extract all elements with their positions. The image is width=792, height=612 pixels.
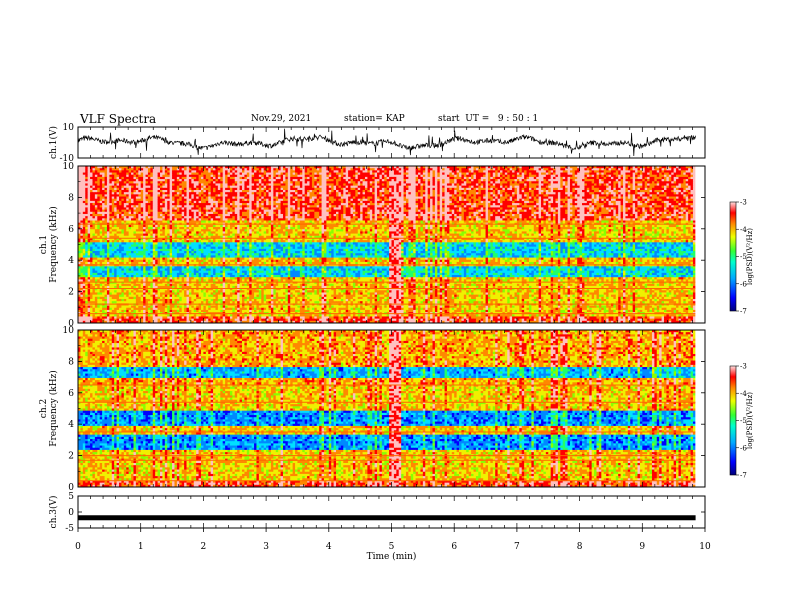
ch1-spec-colorbar-gradient xyxy=(729,201,737,312)
ch1-spec-colorbar-tick-label: -5 xyxy=(740,253,747,261)
ch1-spec-colorbar-tick-label: -4 xyxy=(740,226,747,234)
ch2-spec-colorbar-tick-label: -4 xyxy=(740,390,747,398)
ch1-waveform-line xyxy=(77,128,696,157)
time-axis-tick-label: 10 xyxy=(699,542,711,552)
ch2-spec-colorbar-tick-label: -7 xyxy=(740,472,747,480)
ch1-wave-ylabel: ch.1(V) xyxy=(48,126,59,159)
ch1-spec-colorbar-tick-label: -3 xyxy=(740,199,747,207)
ch1-spec-ytick-label: 8 xyxy=(68,193,74,203)
ch2-spec-colorbar-gradient xyxy=(729,365,737,476)
ch2-colorbar: -3 -4 -5 -6 -7 log(PSD)(V²/Hz) xyxy=(729,363,754,480)
ch1-spec-colorbar-tick-label: -7 xyxy=(740,308,747,316)
ch1-spec-ytick-label: 2 xyxy=(68,288,74,298)
ch2-spec-ytick-label: 0 xyxy=(68,483,74,493)
time-axis: 0 1 2 3 4 5 6 7 8 9 10 Time (min) xyxy=(75,528,711,562)
station-label: station= KAP xyxy=(344,114,405,124)
time-axis-tick-label: 7 xyxy=(514,542,520,552)
ch2-spec-colorbar-label: log(PSD)(V²/Hz) xyxy=(746,392,754,449)
ch2-spec-spectrogram-cells xyxy=(78,330,696,488)
panel-background xyxy=(78,496,705,528)
ch3-waveform-panel: 5 0 -5 ch.3(V) xyxy=(48,492,706,534)
time-axis-tick-label: 1 xyxy=(138,542,144,552)
ch1-spectrogram-panel: 0 2 4 6 8 10 Frequency (kHz)ch.1 xyxy=(39,162,706,329)
time-axis-tick-label: 8 xyxy=(577,542,583,552)
ch2-spec-ytick-label: 10 xyxy=(63,326,75,336)
chart-title: VLF Spectra xyxy=(80,112,156,126)
ch3-wave-ytick-label: 0 xyxy=(68,508,74,518)
ch3-waveform-band xyxy=(78,515,696,521)
ch2-spectrogram-panel: 0 2 4 6 8 10 Frequency (kHz)ch.2 xyxy=(39,326,706,493)
ch2-spec-colorbar-tick-label: -3 xyxy=(740,363,747,371)
ch1-spec-empty-tail xyxy=(695,166,705,323)
ch2-spec-ytick-label: 2 xyxy=(68,452,74,462)
ch1-spec-colorbar-tick-label: -6 xyxy=(740,280,747,288)
ch1-spec-spectrogram-cells xyxy=(78,166,696,324)
ch2-spec-ytick-label: 8 xyxy=(68,357,74,367)
time-axis-tick-label: 5 xyxy=(389,542,395,552)
ch2-spec-ylabel: Frequency (kHz) xyxy=(48,370,59,447)
time-axis-tick-label: 2 xyxy=(201,542,207,552)
ch2-spec-colorbar-tick-label: -5 xyxy=(740,417,747,425)
ch2-spec-ytick-label: 4 xyxy=(68,420,74,430)
ch1-spec-ytick-label: 6 xyxy=(68,225,74,235)
ch2-spec-colorbar-tick-label: -6 xyxy=(740,444,747,452)
time-axis-label: Time (min) xyxy=(367,551,417,562)
start-time-label: start UT = 9 : 50 : 1 xyxy=(438,114,538,124)
ch3-wave-ytick-label: 5 xyxy=(68,492,74,502)
time-axis-tick-label: 0 xyxy=(75,542,81,552)
time-axis-tick-label: 9 xyxy=(639,542,645,552)
ch3-wave-ylabel: ch.3(V) xyxy=(48,496,59,529)
ch1-spec-colorbar-label: log(PSD)(V²/Hz) xyxy=(746,228,754,285)
ch1-wave-ytick-label: -10 xyxy=(60,154,75,164)
ch1-spec-ytick-label: 0 xyxy=(68,319,74,329)
ch3-wave-ytick-label: -5 xyxy=(65,524,74,534)
ch1-wave-ytick-label: 10 xyxy=(63,123,75,133)
ch2-spec-empty-tail xyxy=(695,330,705,487)
date-label: Nov.29, 2021 xyxy=(251,114,311,124)
time-axis-tick-label: 3 xyxy=(263,542,269,552)
ch1-spec-ytick-label: 4 xyxy=(68,256,74,266)
time-axis-tick-label: 6 xyxy=(451,542,457,552)
ch1-colorbar: -3 -4 -5 -6 -7 log(PSD)(V²/Hz) xyxy=(729,199,754,316)
ch1-spec-ytick-label: 10 xyxy=(63,162,75,172)
ch2-spec-channel-ylabel: ch.2 xyxy=(39,399,49,418)
ch2-spec-ytick-label: 6 xyxy=(68,389,74,399)
time-axis-tick-label: 4 xyxy=(326,542,332,552)
ch1-spec-channel-ylabel: ch.1 xyxy=(39,235,49,254)
ch1-spec-ylabel: Frequency (kHz) xyxy=(48,206,59,283)
